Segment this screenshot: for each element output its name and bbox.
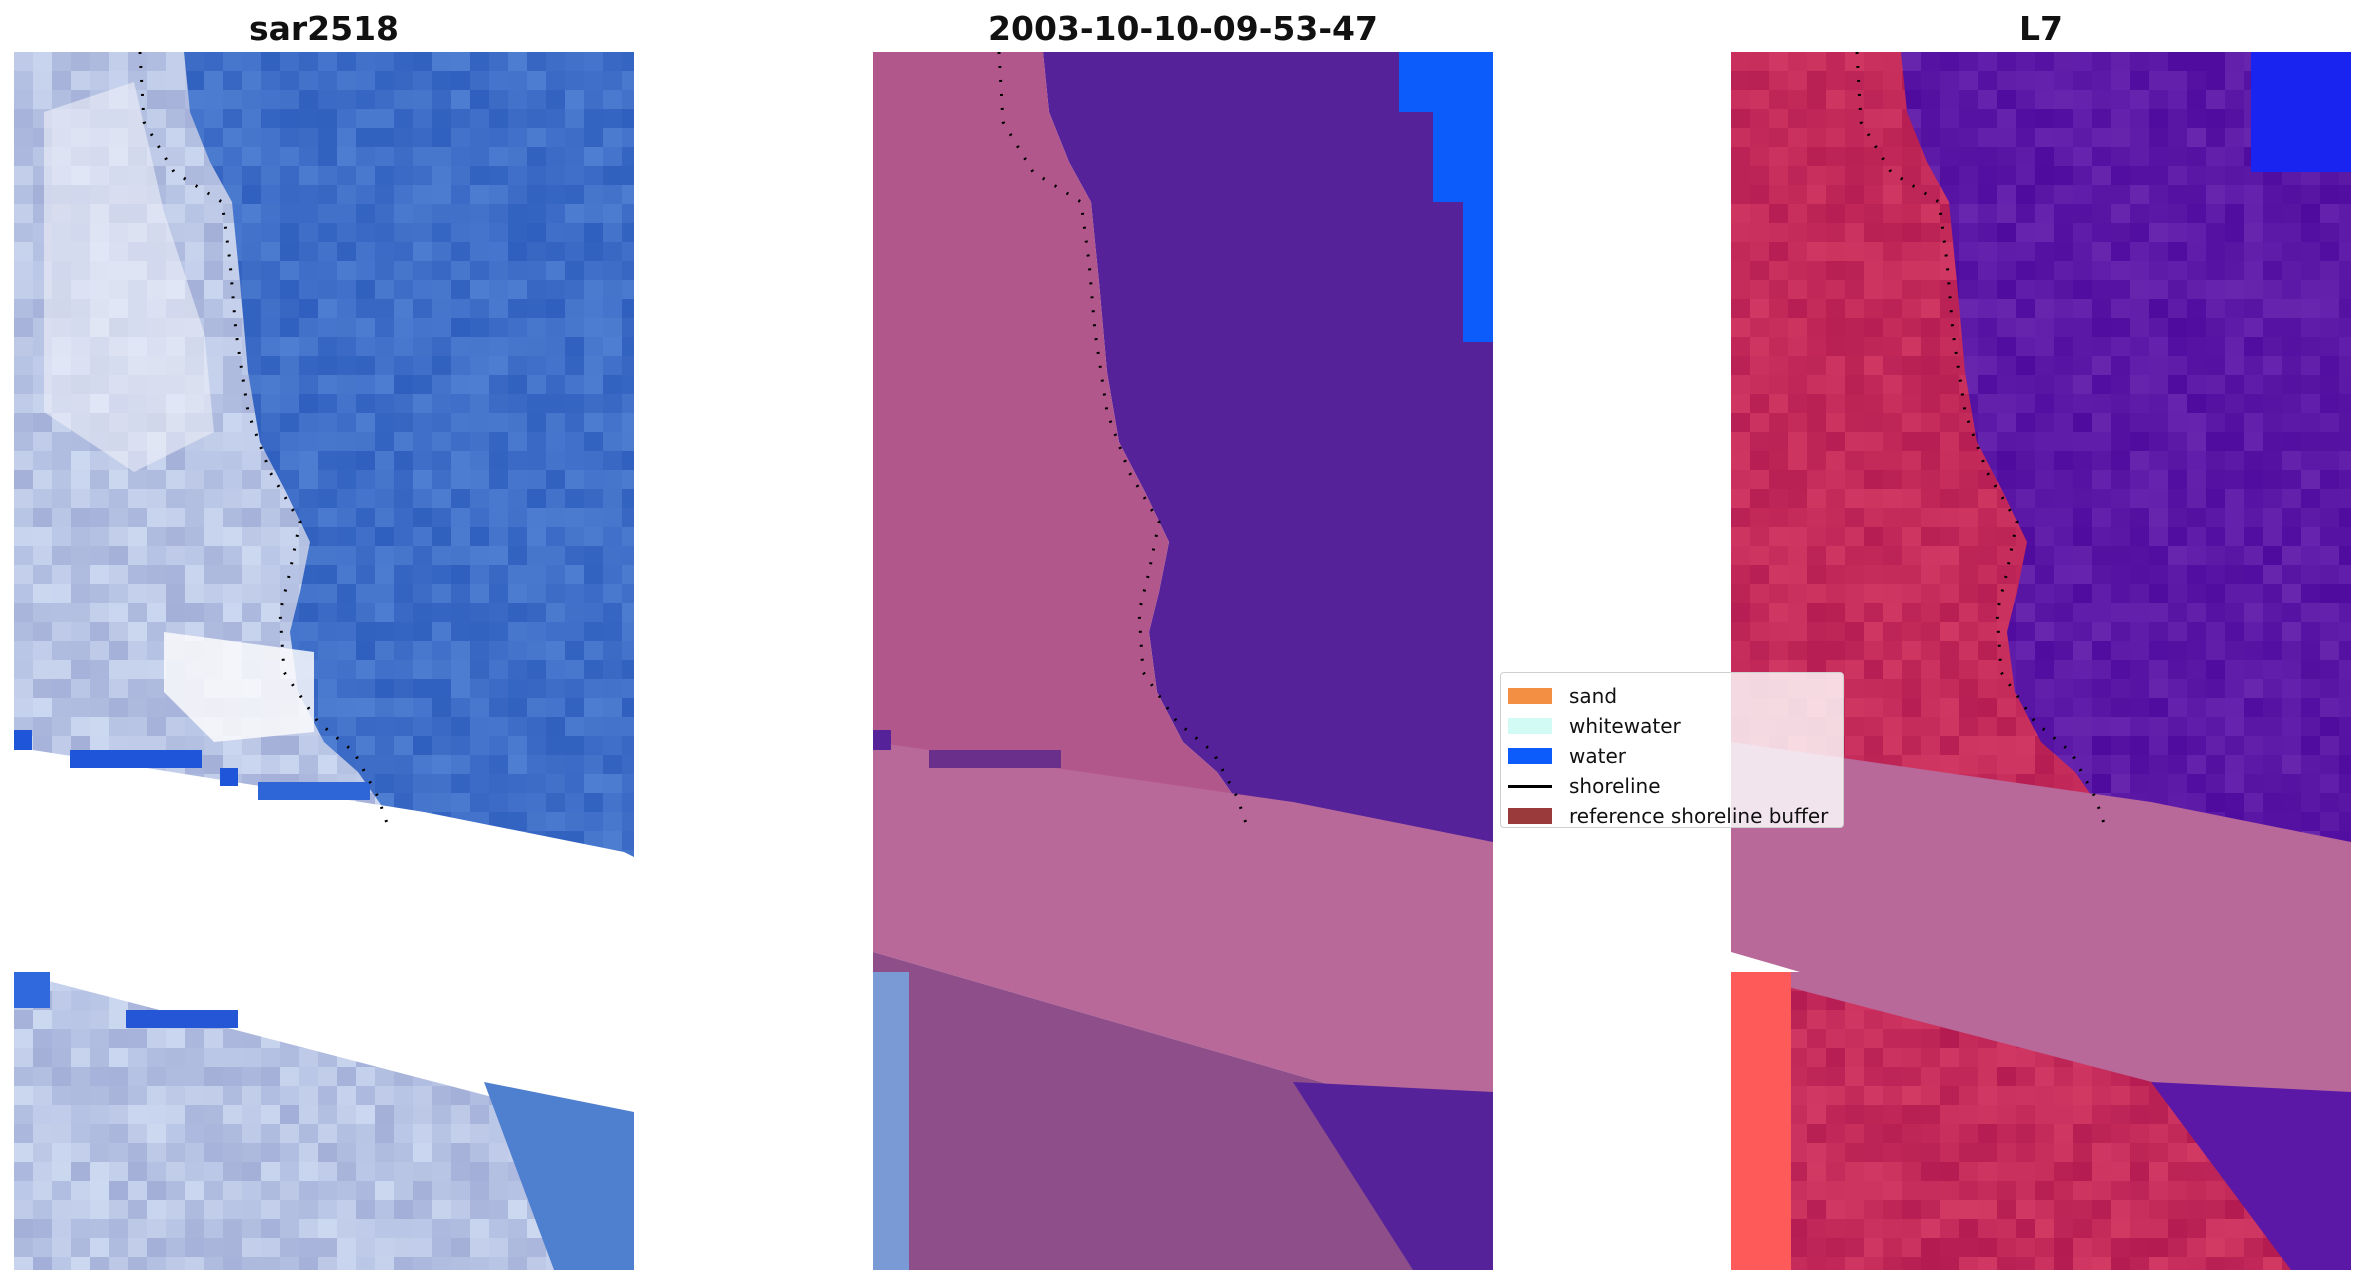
water-flag-2 [1433,112,1493,202]
bright-whitewater-patch [164,632,314,742]
classified-raster [873,52,1493,1270]
cloud-mask-band [873,742,1493,1132]
lower-water-class [1293,1082,1493,1270]
dark-strip [929,750,1061,768]
legend-label-sand: sand [1569,684,1618,708]
blue-corner [2251,52,2351,172]
legend-label-reference-buffer: reference shoreline buffer [1569,804,1829,828]
lower-saturated [14,972,50,1008]
water-swatch [1508,748,1552,764]
legend-label-shoreline: shoreline [1569,774,1661,798]
mndwi-image-panel [1731,52,2351,1270]
shoreline-line-swatch [1508,784,1552,788]
lower-saturated-strip [126,1010,238,1028]
whitewater-swatch [1508,718,1552,734]
lower-water-corner [484,1082,634,1270]
panel-title-mndwi: L7 [2019,9,2063,48]
lower-land-class [873,952,1493,1270]
legend-label-whitewater: whitewater [1569,714,1681,738]
legend-item-sand: sand [1501,681,1843,711]
water-class-region [1043,52,1493,852]
legend-item-shoreline: shoreline [1501,771,1843,801]
water-flag-3 [1463,202,1493,342]
water-flag-1 [1399,52,1493,112]
reference-buffer-swatch [1508,808,1552,824]
land-class-region [873,52,1283,852]
legend-item-whitewater: whitewater [1501,711,1843,741]
saturated-pixel [14,730,32,750]
classified-image-panel [873,52,1493,1270]
bright-sand-patch [44,82,214,472]
legend-item-water: water [1501,741,1843,771]
legend-item-reference-buffer: reference shoreline buffer [1501,801,1843,831]
mndwi-raster [1731,52,2351,1270]
saturated-pixel-2 [220,768,238,786]
rgb-image-panel [14,52,634,1270]
lower-rgb-strip [873,972,909,1270]
panel-title-classified: 2003-10-10-09-53-47 [988,9,1378,48]
legend: sand whitewater water shoreline referenc… [1500,672,1844,828]
rgb-raster [14,52,634,1270]
water-pixel [873,730,891,750]
legend-label-water: water [1569,744,1626,768]
saturated-strip [70,750,202,768]
red-saturated-strip [1731,972,1791,1270]
saturated-strip-2 [258,782,370,800]
panel-title-rgb: sar2518 [248,9,400,48]
mndwi-lower-water [2151,1082,2351,1270]
sand-swatch [1508,688,1552,704]
